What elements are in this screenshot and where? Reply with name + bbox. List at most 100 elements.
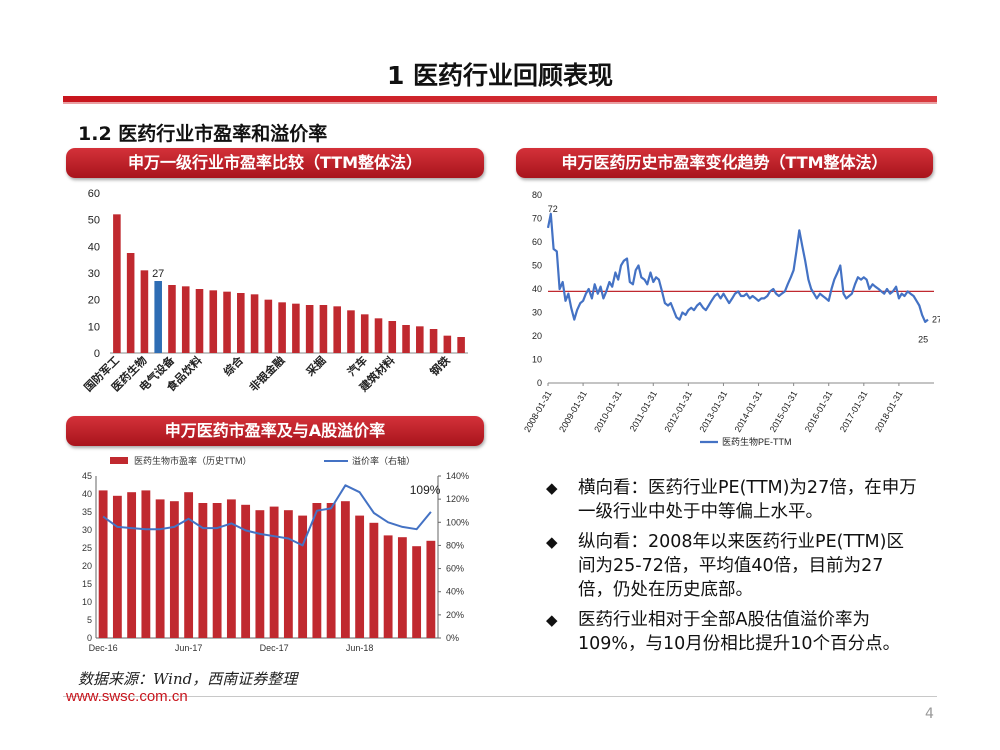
bar <box>383 535 393 638</box>
bar <box>355 515 365 638</box>
y2-tick-label: 80% <box>446 540 464 550</box>
diamond-bullet-icon: ◆ <box>546 533 558 551</box>
x-tick-label: 2008-01-31 <box>522 389 554 434</box>
bar <box>443 335 452 353</box>
bar <box>223 291 231 353</box>
diamond-bullet-icon: ◆ <box>546 611 558 629</box>
site-url: www.swsc.com.cn <box>66 688 188 705</box>
diamond-bullet-icon: ◆ <box>546 479 558 497</box>
bar <box>184 492 194 638</box>
bullet-list: ◆ 横向看：医药行业PE(TTM)为27倍，在申万一级行业中处于中等偏上水平。 ◆… <box>546 476 918 662</box>
bar <box>347 310 355 353</box>
y-tick-label: 45 <box>82 471 92 481</box>
y-tick-label: 60 <box>88 188 100 200</box>
bar-value-label: 27 <box>152 268 164 280</box>
category-label: 钢铁 <box>427 353 452 378</box>
footer-divider <box>63 696 937 697</box>
x-tick-label: 2015-01-31 <box>768 389 800 434</box>
bar <box>209 290 218 353</box>
legend-bar-label: 医药生物市盈率（历史TTM） <box>134 455 252 466</box>
bar <box>340 501 350 638</box>
bar <box>154 281 162 353</box>
x-tick-label: 2009-01-31 <box>557 389 589 434</box>
legend-line-label: 溢价率（右轴） <box>352 455 415 466</box>
y-tick-label: 30 <box>82 525 92 535</box>
bar <box>369 522 379 638</box>
bar <box>283 510 293 638</box>
y-tick-label: 10 <box>532 355 542 365</box>
bar <box>126 253 135 353</box>
min-annotation: 25 <box>918 334 928 344</box>
bar <box>168 285 176 353</box>
pe-series-line <box>546 212 929 323</box>
bar <box>241 504 251 638</box>
y-tick-label: 0 <box>537 378 542 388</box>
bar <box>429 329 438 353</box>
x-tick-label: Dec-16 <box>89 643 118 653</box>
y2-tick-label: 60% <box>446 564 464 574</box>
bar <box>112 495 122 638</box>
current-annotation: 27 <box>932 315 940 325</box>
y-tick-label: 80 <box>532 190 542 200</box>
y-tick-label: 50 <box>532 261 542 271</box>
title-underline <box>63 96 937 102</box>
x-tick-label: 2011-01-31 <box>628 389 659 433</box>
y-tick-label: 60 <box>532 237 542 247</box>
y-tick-label: 15 <box>82 579 92 589</box>
y2-tick-label: 100% <box>446 517 469 527</box>
y-tick-label: 20 <box>82 561 92 571</box>
bar <box>457 337 465 353</box>
premium-rate-combo-chart: 0 5 10 15 20 25 30 35 40 45 0% 20% 40% 60% 80% 100% 120%… <box>82 455 469 653</box>
max-annotation: 72 <box>548 204 558 214</box>
bar <box>402 325 410 353</box>
bar <box>127 492 137 638</box>
y-tick-label: 40 <box>532 284 542 294</box>
bar <box>416 326 424 353</box>
bar <box>264 299 273 353</box>
bar <box>98 490 108 638</box>
category-label: 非银金融 <box>246 353 287 394</box>
y-tick-label: 30 <box>532 308 542 318</box>
x-tick-label: 2014-01-31 <box>733 389 765 434</box>
bullet-text: 横向看：医药行业PE(TTM)为27倍，在申万一级行业中处于中等偏上水平。 <box>578 478 917 522</box>
y2-tick-label: 120% <box>446 494 469 504</box>
y-tick-label: 40 <box>82 489 92 499</box>
bar <box>397 537 407 638</box>
y-tick-label: 30 <box>88 268 100 280</box>
page-number: 4 <box>925 706 934 722</box>
bar <box>388 321 397 353</box>
y-tick-label: 5 <box>87 615 92 625</box>
bar <box>312 503 322 638</box>
x-tick-label: Jun-18 <box>346 643 374 653</box>
x-tick-label: 2016-01-31 <box>803 389 835 434</box>
y-tick-label: 25 <box>82 543 92 553</box>
category-label: 汽车 <box>344 353 369 378</box>
bar <box>212 503 222 638</box>
y-tick-label: 50 <box>88 215 100 227</box>
chart3-title-banner: 申万医药市盈率及与A股溢价率 <box>66 416 484 446</box>
bar <box>412 546 422 638</box>
y-tick-label: 70 <box>532 214 542 224</box>
bullet-text: 纵向看：2008年以来医药行业PE(TTM)区间为25-72倍，平均值40倍，目… <box>578 532 904 600</box>
bar <box>113 214 121 353</box>
bullet-item: ◆ 纵向看：2008年以来医药行业PE(TTM)区间为25-72倍，平均值40倍，… <box>546 530 918 602</box>
bar <box>269 506 279 638</box>
x-tick-label: 2010-01-31 <box>592 389 624 434</box>
page-title: 1 医药行业回顾表现 <box>386 61 614 90</box>
bar <box>140 270 149 353</box>
y2-tick-label: 140% <box>446 471 469 481</box>
y2-tick-label: 40% <box>446 587 464 597</box>
y-tick-label: 10 <box>82 597 92 607</box>
bullet-item: ◆ 横向看：医药行业PE(TTM)为27倍，在申万一级行业中处于中等偏上水平。 <box>546 476 918 524</box>
y-tick-label: 0 <box>94 348 100 360</box>
bar <box>141 490 151 638</box>
y2-tick-label: 20% <box>446 610 464 620</box>
bar <box>198 503 208 638</box>
x-tick-label: 2018-01-31 <box>873 389 905 434</box>
bar <box>292 303 300 353</box>
bullet-item: ◆ 医药行业相对于全部A股估值溢价率为109%，与10月份相比提升10个百分点。 <box>546 608 918 656</box>
legend-bar-swatch <box>110 457 128 464</box>
section-heading: 1.2 医药行业市盈率和溢价率 <box>78 123 328 145</box>
bullet-text: 医药行业相对于全部A股估值溢价率为109%，与10月份相比提升10个百分点。 <box>578 610 901 654</box>
